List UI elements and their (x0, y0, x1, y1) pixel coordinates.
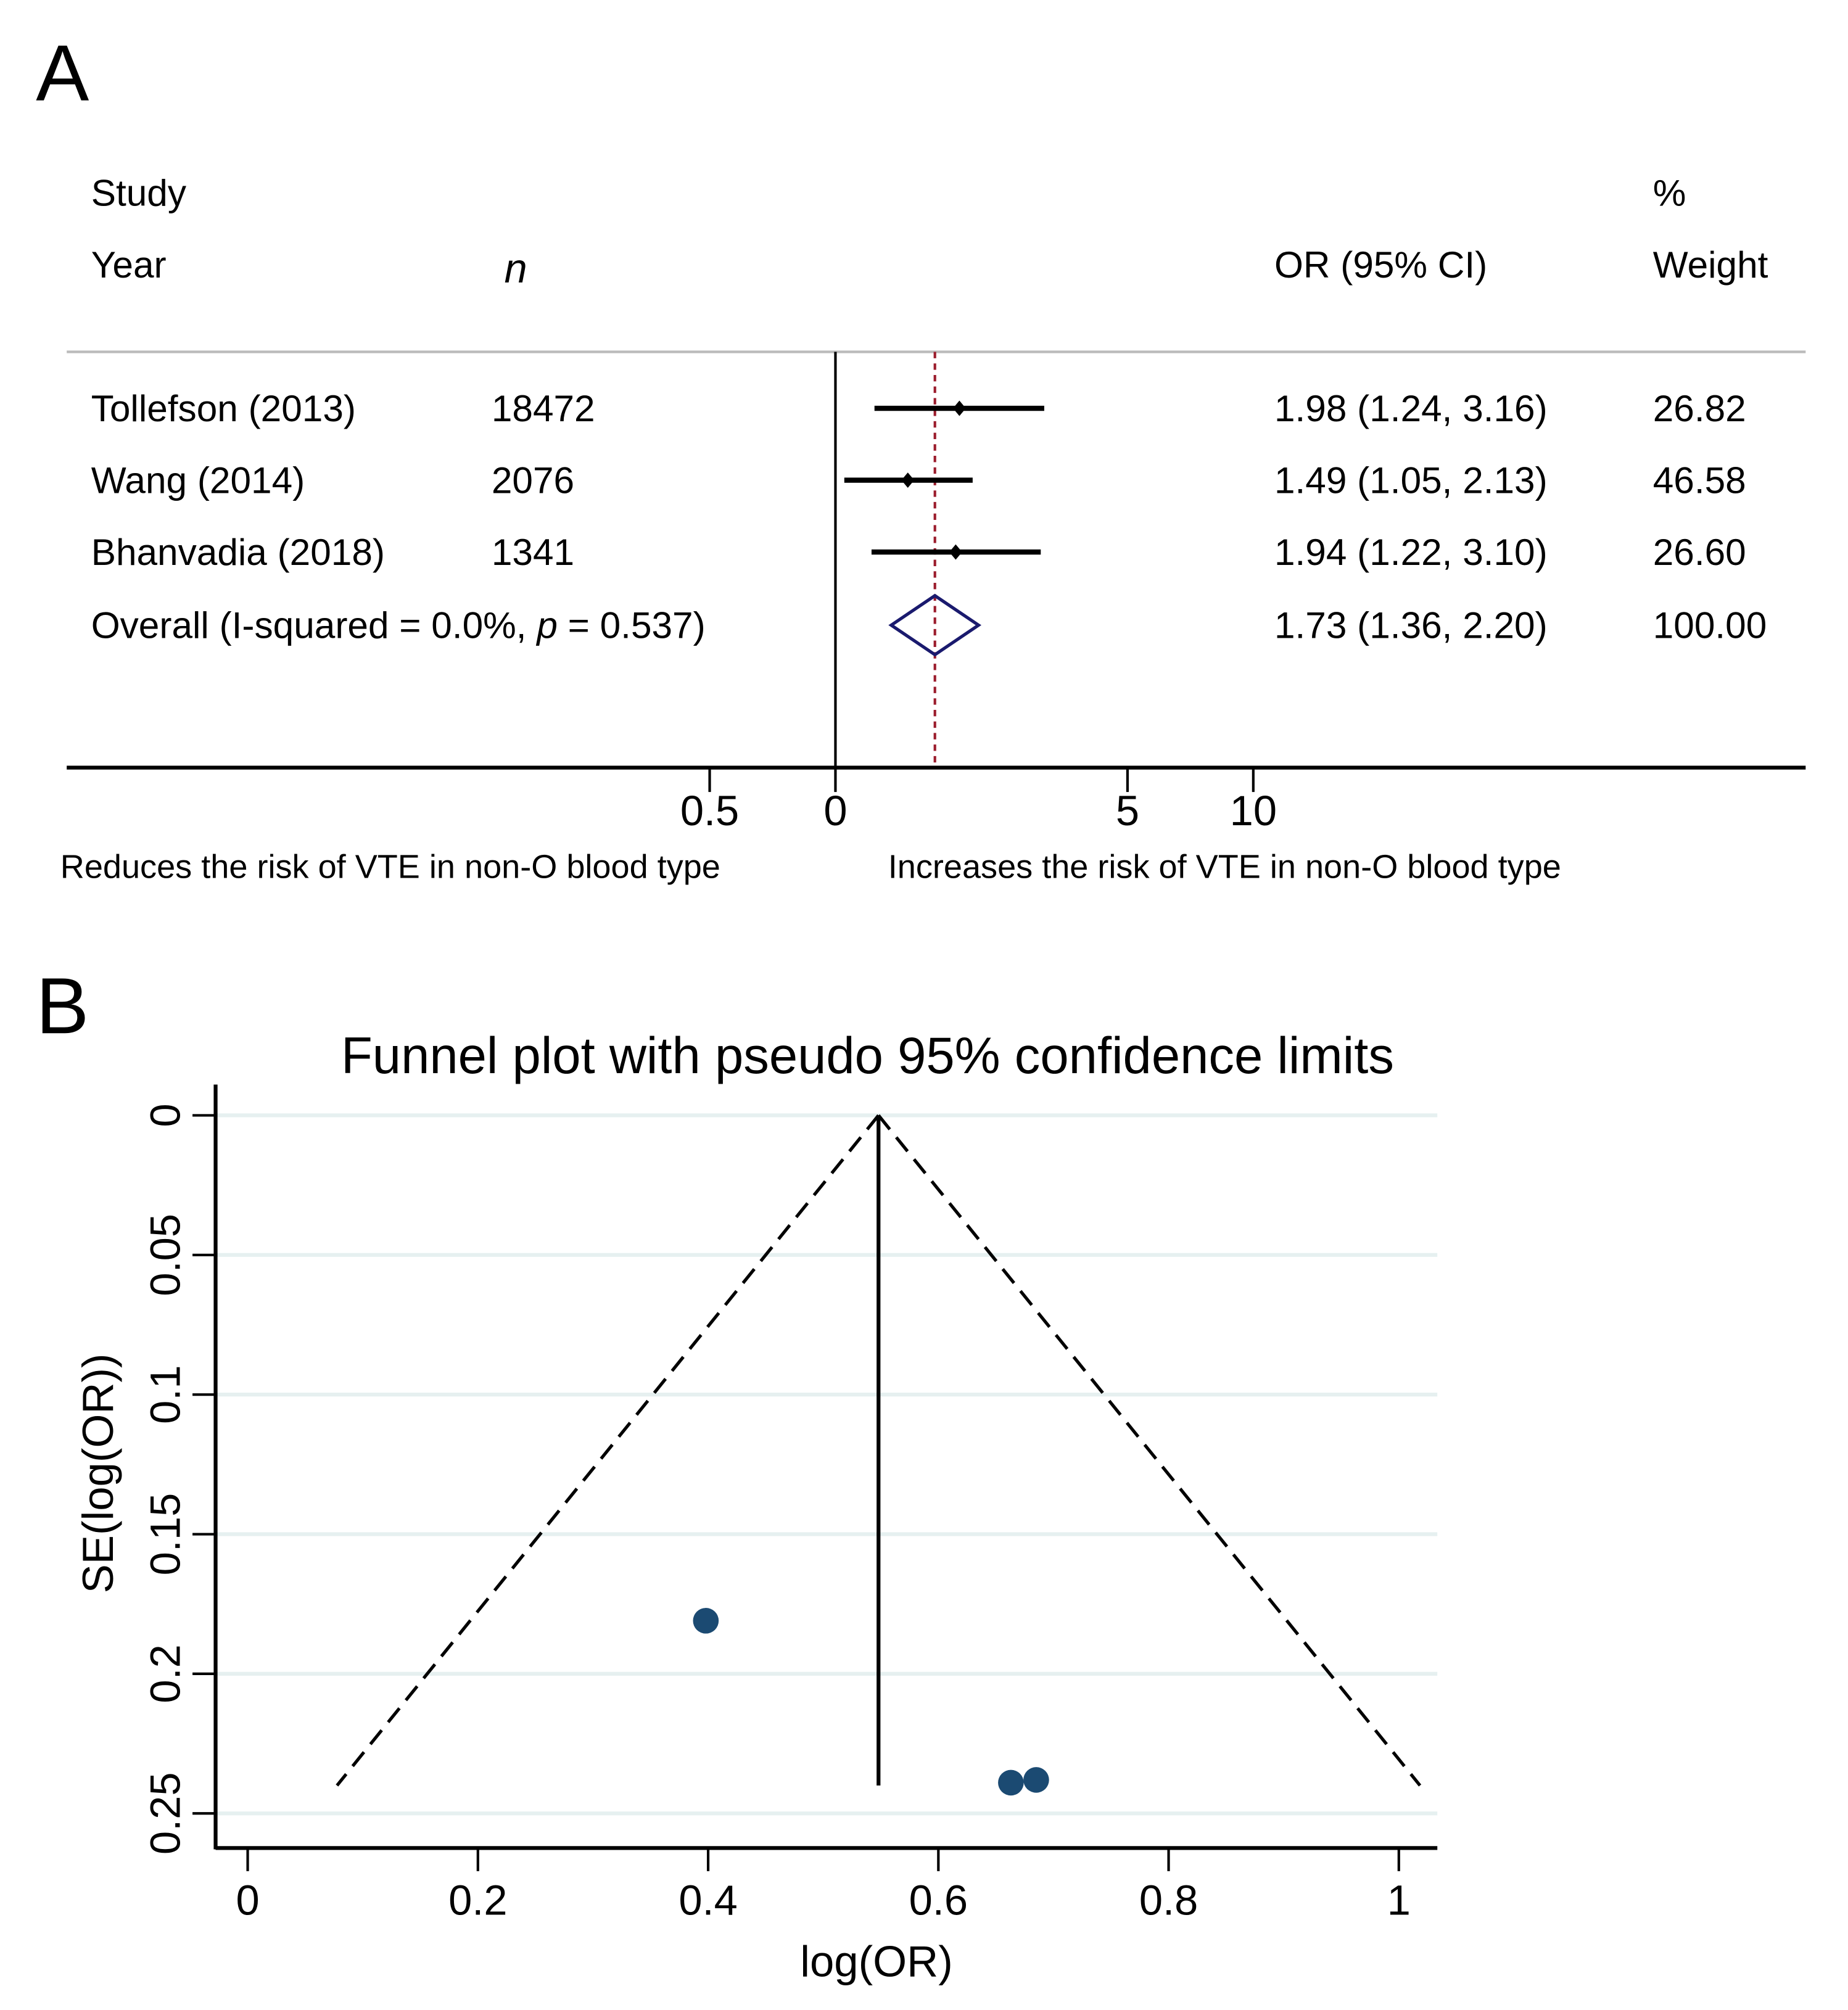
study-n: 1341 (492, 531, 574, 573)
y-tick-label: 0.25 (141, 1772, 189, 1855)
x-axis-label: log(OR) (800, 1937, 953, 1985)
overall-label-suffix: = 0.537) (558, 604, 706, 646)
study-weight: 26.60 (1653, 531, 1746, 573)
header-year: Year (91, 244, 167, 286)
x-tick-label: 0 (823, 787, 847, 834)
panel-label-a: A (36, 29, 89, 118)
y-axis-label: SE(log(OR)) (73, 1353, 122, 1593)
left-direction-label: Reduces the risk of VTE in non-O blood t… (60, 849, 720, 886)
study-or-ci: 1.98 (1.24, 3.16) (1274, 387, 1548, 429)
funnel-plot: B Funnel plot with pseudo 95% confidence … (36, 962, 1438, 1985)
study-point-marker (949, 544, 962, 560)
panel-label-b: B (36, 962, 89, 1050)
y-tick-label: 0.1 (141, 1365, 189, 1423)
y-tick-label: 0.2 (141, 1644, 189, 1703)
x-tick-label: 0.8 (1139, 1877, 1198, 1924)
upper-confidence-limit (877, 1114, 1422, 1787)
study-label: Bhanvadia (2018) (91, 531, 385, 573)
x-tick-label: 10 (1230, 787, 1277, 834)
right-direction-label: Increases the risk of VTE in non-O blood… (888, 849, 1561, 886)
data-point (998, 1769, 1024, 1796)
y-tick-label: 0.15 (141, 1493, 189, 1576)
header-n: n (505, 246, 527, 292)
x-tick-label: 0.5 (680, 787, 739, 834)
x-tick-label: 0 (236, 1877, 259, 1924)
overall-weight: 100.00 (1653, 604, 1767, 646)
overall-or-ci: 1.73 (1.36, 2.20) (1274, 604, 1548, 646)
x-tick-label: 1 (1387, 1877, 1411, 1924)
data-point (1023, 1767, 1049, 1793)
study-n: 2076 (492, 459, 574, 501)
forest-plot: A Study Year n OR (95% CI)% Weight Tollefson (… (36, 29, 1806, 886)
overall-label: Overall (I-squared = 0.0%, p = 0.537) (91, 604, 706, 646)
lower-confidence-limit (336, 1114, 880, 1787)
study-weight: 26.82 (1653, 387, 1746, 429)
y-tick-label: 0 (141, 1103, 189, 1127)
overall-p-symbol: p (535, 604, 558, 646)
x-tick-label: 0.4 (679, 1877, 737, 1924)
study-label: Tollefson (2013) (91, 387, 356, 429)
header-percent: % (1653, 171, 1686, 213)
study-weight: 46.58 (1653, 459, 1746, 501)
x-tick-label: 0.6 (909, 1877, 968, 1924)
x-tick-label: 5 (1116, 787, 1139, 834)
chart-title: Funnel plot with pseudo 95% confidence l… (341, 1027, 1394, 1084)
header-weight: Weight (1653, 244, 1768, 286)
x-tick-label: 0.2 (448, 1877, 507, 1924)
y-tick-label: 0.05 (141, 1214, 189, 1296)
study-or-ci: 1.49 (1.05, 2.13) (1274, 459, 1548, 501)
study-n: 18472 (492, 387, 595, 429)
data-point (693, 1608, 719, 1634)
study-or-ci: 1.94 (1.22, 3.10) (1274, 531, 1548, 573)
study-label: Wang (2014) (91, 459, 305, 501)
study-point-marker (952, 400, 966, 416)
overall-label-prefix: Overall (I-squared = 0.0%, (91, 604, 537, 646)
header-or-ci: OR (95% CI) (1274, 244, 1487, 286)
overall-diamond (888, 593, 982, 657)
study-point-marker (901, 472, 915, 488)
header-study: Study (91, 171, 187, 213)
